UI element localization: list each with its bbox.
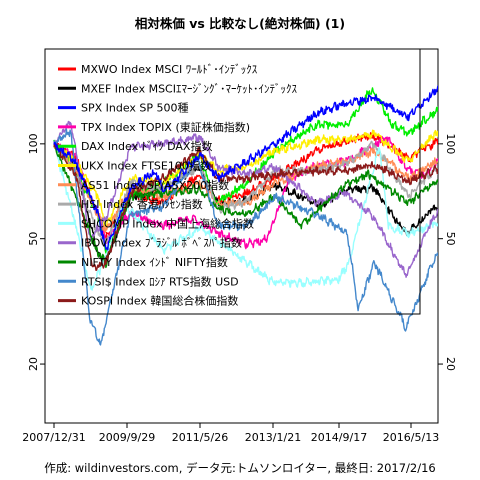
- y-tick-label-right: 100: [444, 133, 457, 154]
- x-tick-label: 2014/9/17: [311, 431, 367, 444]
- caption: 作成: wildinvestors.com, データ元:トムソンロイター, 最終…: [44, 461, 436, 475]
- series-lines: [53, 85, 438, 346]
- legend-label: HSI Index 香港ﾊﾝｾﾝ指数: [81, 197, 203, 211]
- y-tick-label-left: 20: [27, 357, 40, 371]
- legend-label: SPX Index SP 500種: [81, 101, 189, 115]
- legend-label: DAX Index ﾄﾞｲﾂ DAX指数: [81, 139, 212, 153]
- legend-label: TPX Index TOPIX (東証株価指数): [80, 120, 250, 134]
- y-tick-label-right: 50: [444, 232, 457, 246]
- x-tick-label: 2007/12/31: [22, 431, 85, 444]
- x-tick-label: 2009/9/29: [99, 431, 155, 444]
- x-tick-label: 2011/5/26: [172, 431, 228, 444]
- legend-label: UKX Index FTSE100指数: [81, 159, 211, 173]
- series-line: [53, 85, 438, 251]
- chart-title: 相対株価 vs 比較なし(絶対株価) (1): [135, 16, 345, 31]
- legend-label: AS51 Index SP/ASX200指数: [81, 178, 229, 192]
- legend-box: [44, 48, 421, 315]
- series-line: [53, 140, 438, 245]
- axes: 20 20 50 50 100 100 2007/12/31 2009/9/29 2011/5/…: [22, 133, 457, 444]
- series-line: [53, 143, 438, 271]
- legend: MXWO Index MSCI ﾜｰﾙﾄﾞ･ｲﾝﾃﾞｯｸｽ MXEF Index …: [44, 48, 421, 315]
- y-tick-label-left: 100: [27, 133, 40, 154]
- legend-label: IBOV Index ﾌﾞﾗｼﾞﾙ ﾎﾞﾍﾞｽﾊﾟ指数: [81, 236, 242, 250]
- legend-label: SHCOMP Index 中国上海総合指数: [81, 216, 254, 230]
- x-tick-label: 2013/1/21: [245, 431, 301, 444]
- legend-label: MXEF Index MSCIｴﾏｰｼﾞﾝｸﾞ･ﾏｰｹｯﾄ･ｲﾝﾃﾞｯｸｽ: [81, 82, 297, 95]
- legend-label: MXWO Index MSCI ﾜｰﾙﾄﾞ･ｲﾝﾃﾞｯｸｽ: [81, 63, 258, 76]
- series-line: [53, 128, 438, 346]
- legend-label: NIFTY Index ｲﾝﾄﾞ NIFTY指数: [81, 255, 228, 269]
- series-line: [53, 129, 438, 227]
- legend-label: KOSPI Index 韓国総合株価指数: [81, 294, 238, 308]
- y-tick-label-left: 50: [27, 232, 40, 246]
- y-tick-label-right: 20: [444, 357, 457, 371]
- x-tick-label: 2016/5/13: [383, 431, 439, 444]
- legend-label: RTSI$ Index ﾛｼｱ RTS指数 USD: [81, 274, 239, 288]
